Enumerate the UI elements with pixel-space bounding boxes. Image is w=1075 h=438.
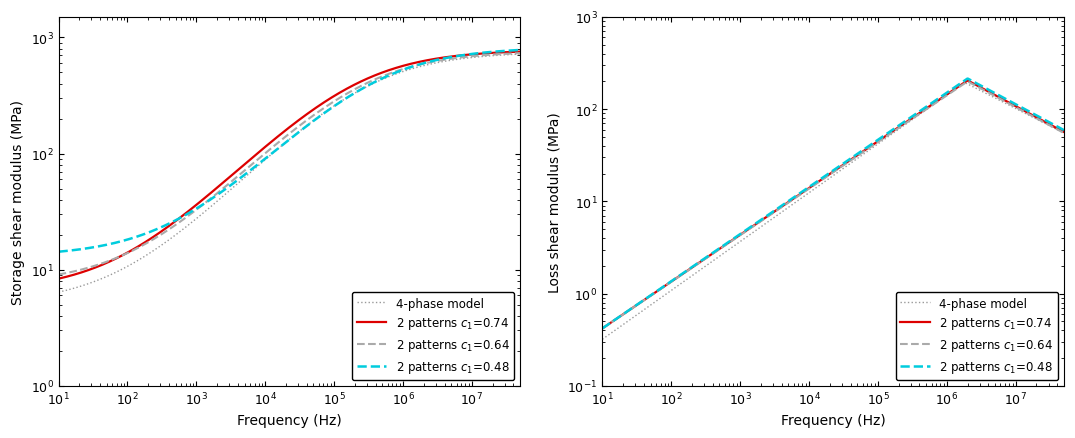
2 patterns $c_1$=0.48 bbox=[81, 246, 94, 251]
X-axis label: Frequency (Hz): Frequency (Hz) bbox=[236, 413, 342, 427]
2 patterns $c_1$=0.48 bbox=[320, 110, 333, 115]
2 patterns $c_1$=0.74 bbox=[52, 276, 64, 282]
2 patterns $c_1$=0.74 bbox=[346, 84, 359, 89]
Line: 2 patterns $c_1$=0.74: 2 patterns $c_1$=0.74 bbox=[58, 53, 520, 279]
2 patterns $c_1$=0.64 bbox=[994, 97, 1007, 102]
2 patterns $c_1$=0.64 bbox=[864, 145, 877, 150]
2 patterns $c_1$=0.48 bbox=[332, 101, 345, 106]
2 patterns $c_1$=0.64 bbox=[596, 326, 608, 331]
2 patterns $c_1$=0.64 bbox=[961, 80, 974, 85]
2 patterns $c_1$=0.74 bbox=[994, 96, 1007, 101]
Line: 4-phase model: 4-phase model bbox=[58, 55, 520, 293]
4-phase model bbox=[1058, 131, 1071, 136]
2 patterns $c_1$=0.64 bbox=[890, 127, 903, 133]
2 patterns $c_1$=0.74 bbox=[961, 79, 974, 84]
2 patterns $c_1$=0.74 bbox=[876, 136, 889, 141]
2 patterns $c_1$=0.74 bbox=[864, 145, 877, 150]
2 patterns $c_1$=0.74 bbox=[81, 268, 94, 274]
2 patterns $c_1$=0.74 bbox=[625, 307, 637, 312]
Line: 2 patterns $c_1$=0.48: 2 patterns $c_1$=0.48 bbox=[602, 79, 1064, 328]
X-axis label: Frequency (Hz): Frequency (Hz) bbox=[780, 413, 886, 427]
2 patterns $c_1$=0.64 bbox=[514, 51, 527, 57]
Line: 2 patterns $c_1$=0.48: 2 patterns $c_1$=0.48 bbox=[58, 51, 520, 252]
2 patterns $c_1$=0.74 bbox=[402, 63, 415, 68]
2 patterns $c_1$=0.48 bbox=[1058, 128, 1071, 134]
4-phase model bbox=[81, 282, 94, 287]
2 patterns $c_1$=0.64 bbox=[332, 97, 345, 102]
4-phase model bbox=[864, 147, 877, 152]
Line: 2 patterns $c_1$=0.64: 2 patterns $c_1$=0.64 bbox=[602, 82, 1064, 328]
2 patterns $c_1$=0.48 bbox=[890, 125, 903, 131]
2 patterns $c_1$=0.64 bbox=[876, 137, 889, 142]
4-phase model bbox=[346, 92, 359, 98]
2 patterns $c_1$=0.48 bbox=[876, 135, 889, 140]
2 patterns $c_1$=0.74 bbox=[514, 50, 527, 55]
2 patterns $c_1$=0.48 bbox=[52, 250, 64, 255]
4-phase model bbox=[514, 52, 527, 57]
4-phase model bbox=[890, 129, 903, 134]
Y-axis label: Loss shear modulus (MPa): Loss shear modulus (MPa) bbox=[548, 112, 562, 292]
Legend: 4-phase model, 2 patterns $c_1$=0.74, 2 patterns $c_1$=0.64, 2 patterns $c_1$=0.: 4-phase model, 2 patterns $c_1$=0.74, 2 … bbox=[352, 292, 514, 380]
2 patterns $c_1$=0.64 bbox=[625, 307, 637, 312]
Line: 4-phase model: 4-phase model bbox=[602, 83, 1064, 339]
Line: 2 patterns $c_1$=0.74: 2 patterns $c_1$=0.74 bbox=[602, 81, 1064, 329]
2 patterns $c_1$=0.48 bbox=[402, 66, 415, 71]
4-phase model bbox=[958, 81, 971, 86]
2 patterns $c_1$=0.48 bbox=[625, 307, 637, 312]
2 patterns $c_1$=0.64 bbox=[52, 272, 64, 278]
4-phase model bbox=[625, 317, 637, 322]
4-phase model bbox=[320, 109, 333, 114]
2 patterns $c_1$=0.48 bbox=[449, 54, 462, 60]
2 patterns $c_1$=0.48 bbox=[961, 77, 974, 82]
2 patterns $c_1$=0.64 bbox=[1058, 131, 1071, 136]
2 patterns $c_1$=0.74 bbox=[946, 89, 959, 94]
2 patterns $c_1$=0.74 bbox=[320, 99, 333, 104]
4-phase model bbox=[876, 138, 889, 144]
2 patterns $c_1$=0.48 bbox=[346, 92, 359, 98]
2 patterns $c_1$=0.74 bbox=[332, 92, 345, 97]
2 patterns $c_1$=0.48 bbox=[514, 48, 527, 53]
2 patterns $c_1$=0.64 bbox=[946, 90, 959, 95]
2 patterns $c_1$=0.74 bbox=[1058, 130, 1071, 135]
2 patterns $c_1$=0.64 bbox=[320, 104, 333, 110]
4-phase model bbox=[994, 99, 1007, 104]
Y-axis label: Storage shear modulus (MPa): Storage shear modulus (MPa) bbox=[11, 100, 25, 304]
2 patterns $c_1$=0.64 bbox=[449, 57, 462, 62]
2 patterns $c_1$=0.48 bbox=[596, 326, 608, 331]
4-phase model bbox=[449, 58, 462, 63]
4-phase model bbox=[332, 101, 345, 106]
2 patterns $c_1$=0.48 bbox=[864, 143, 877, 148]
4-phase model bbox=[52, 290, 64, 295]
Legend: 4-phase model, 2 patterns $c_1$=0.74, 2 patterns $c_1$=0.64, 2 patterns $c_1$=0.: 4-phase model, 2 patterns $c_1$=0.74, 2 … bbox=[895, 292, 1058, 380]
2 patterns $c_1$=0.74 bbox=[596, 326, 608, 331]
2 patterns $c_1$=0.48 bbox=[994, 94, 1007, 99]
2 patterns $c_1$=0.74 bbox=[890, 127, 903, 132]
2 patterns $c_1$=0.64 bbox=[402, 66, 415, 71]
4-phase model bbox=[946, 89, 959, 94]
2 patterns $c_1$=0.74 bbox=[449, 54, 462, 60]
Line: 2 patterns $c_1$=0.64: 2 patterns $c_1$=0.64 bbox=[58, 54, 520, 275]
2 patterns $c_1$=0.64 bbox=[346, 88, 359, 94]
4-phase model bbox=[402, 68, 415, 73]
2 patterns $c_1$=0.64 bbox=[81, 266, 94, 271]
2 patterns $c_1$=0.48 bbox=[946, 87, 959, 92]
4-phase model bbox=[596, 337, 608, 342]
